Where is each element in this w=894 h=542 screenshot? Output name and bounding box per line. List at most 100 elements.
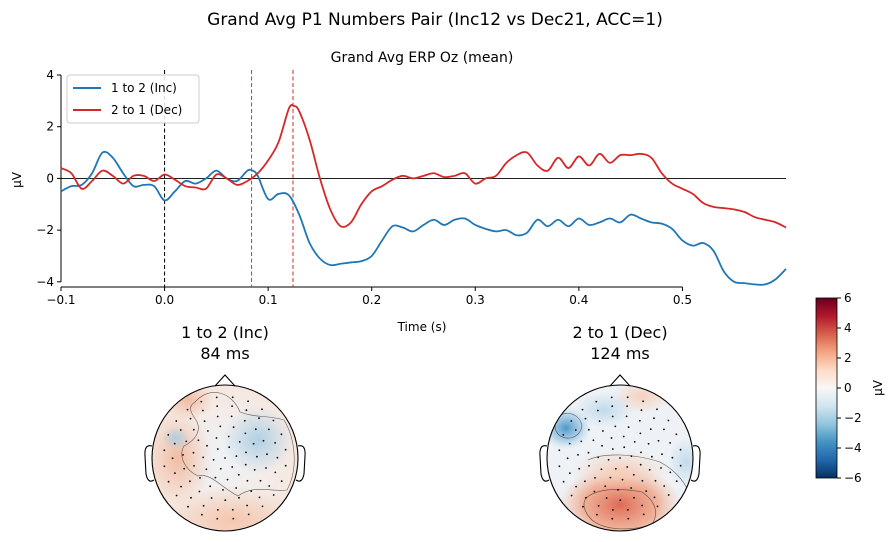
sensor-dot (205, 468, 208, 471)
sensor-dot (202, 456, 205, 459)
sensor-dot (601, 444, 603, 447)
sensor-dot (258, 417, 260, 420)
sensor-dot (574, 429, 577, 431)
colorbar-tick-label: −4 (844, 441, 862, 455)
figure-suptitle: Grand Avg P1 Numbers Pair (Inc12 vs Dec2… (207, 10, 663, 30)
erp-title: Grand Avg ERP Oz (mean) (331, 50, 514, 66)
colorbar-ticks: −6 −4 −2 0 2 4 6 (837, 291, 862, 485)
colorbar-tick-label: −6 (844, 471, 862, 485)
sensor-dot (611, 415, 614, 418)
topomap-dec-title: 2 to 1 (Dec) (572, 323, 667, 342)
sensor-dot (595, 400, 598, 403)
sensor-dot (614, 467, 617, 470)
sensor-dot (186, 408, 189, 411)
sensor-dot (262, 439, 265, 442)
sensor-dot (272, 494, 275, 496)
sensor-dot (231, 396, 234, 399)
sensor-dot (577, 454, 579, 456)
sensor-dot (602, 430, 604, 432)
sensor-dot (653, 417, 655, 420)
sensor-dot (626, 466, 629, 468)
sensor-dot (598, 420, 601, 422)
sensor-dot (193, 465, 195, 467)
sensor-dot (175, 420, 178, 422)
sensor-dot (210, 497, 213, 499)
sensor-dot (182, 454, 184, 456)
sensor-dot (216, 405, 219, 408)
sensor-dot (675, 480, 678, 482)
sensor-dot (216, 448, 219, 450)
sensor-dot (246, 479, 249, 482)
sensor-dot (284, 464, 287, 467)
sensor-dot (653, 496, 656, 499)
sensor-dot (667, 494, 670, 496)
sensor-dot (611, 517, 614, 520)
sensor-dot (202, 504, 205, 507)
sensor-dot (235, 455, 238, 458)
sensor-dot (167, 434, 170, 436)
sensor-dot (575, 485, 577, 488)
sensor-dot (232, 426, 235, 429)
sensor-dot (569, 472, 571, 474)
sensor-dot (247, 513, 250, 516)
sensor-dot (254, 428, 257, 431)
erp-series-0 (60, 150, 787, 286)
sensor-dot (570, 420, 573, 422)
sensor-dot (189, 417, 192, 420)
sensor-dot (667, 419, 670, 422)
topomap-inc-title: 1 to 2 (Inc) (181, 323, 269, 342)
sensor-dot (582, 505, 584, 508)
sensor-dot (180, 485, 183, 488)
sensor-dot (244, 463, 247, 466)
sensor-dot (562, 434, 565, 436)
sensor-dot (679, 464, 682, 467)
sensor-dot (627, 426, 630, 429)
sensor-dot (200, 400, 203, 403)
sensor-dot (580, 440, 583, 443)
sensor-dot (244, 432, 247, 435)
erp-xtick-label: 0.5 (673, 293, 692, 307)
sensor-dot (272, 419, 275, 422)
sensor-dot (607, 458, 610, 461)
sensor-dot (594, 477, 596, 479)
sensor-dot (639, 432, 642, 435)
sensor-dot (656, 505, 659, 508)
sensor-dot (203, 420, 206, 422)
sensor-dot (630, 487, 632, 489)
sensor-dot (649, 428, 652, 431)
sensor-dot (192, 428, 195, 431)
sensor-dot (619, 457, 621, 459)
sensor-dot (268, 428, 270, 431)
sensor-dot (622, 435, 625, 438)
sensor-dot (171, 457, 174, 460)
sensor-dot (209, 485, 212, 488)
erp-xtick-label: 0.0 (155, 293, 174, 307)
sensor-dot (189, 480, 191, 483)
sensor-dot (640, 451, 642, 454)
sensor-dot (238, 496, 240, 499)
topomap-dec: 2 to 1 (Dec) 124 ms (539, 323, 701, 532)
sensor-dot (231, 466, 234, 468)
sensor-dot (600, 468, 603, 471)
sensor-dot (274, 442, 276, 444)
sensor-dot (214, 476, 217, 479)
sensor-dot (222, 489, 224, 491)
sensor-dot (175, 494, 178, 497)
sensor-dot (252, 442, 255, 445)
sensor-dot (216, 517, 219, 520)
sensor-dot (627, 517, 630, 520)
sensor-dot (183, 467, 186, 470)
sensor-dot (645, 490, 648, 492)
sensor-dot (617, 489, 619, 491)
topomap-dec-time: 124 ms (590, 344, 650, 363)
sensor-dot (163, 465, 166, 468)
sensor-dot (642, 400, 644, 403)
sensor-dot (207, 430, 209, 432)
sensor-dot (280, 480, 283, 482)
erp-xtick-label: 0.1 (259, 293, 278, 307)
sensor-dot (584, 417, 587, 420)
sensor-dot (174, 472, 176, 474)
sensor-dot (568, 442, 571, 445)
sensor-dot (231, 508, 234, 511)
sensor-dot (256, 455, 258, 458)
